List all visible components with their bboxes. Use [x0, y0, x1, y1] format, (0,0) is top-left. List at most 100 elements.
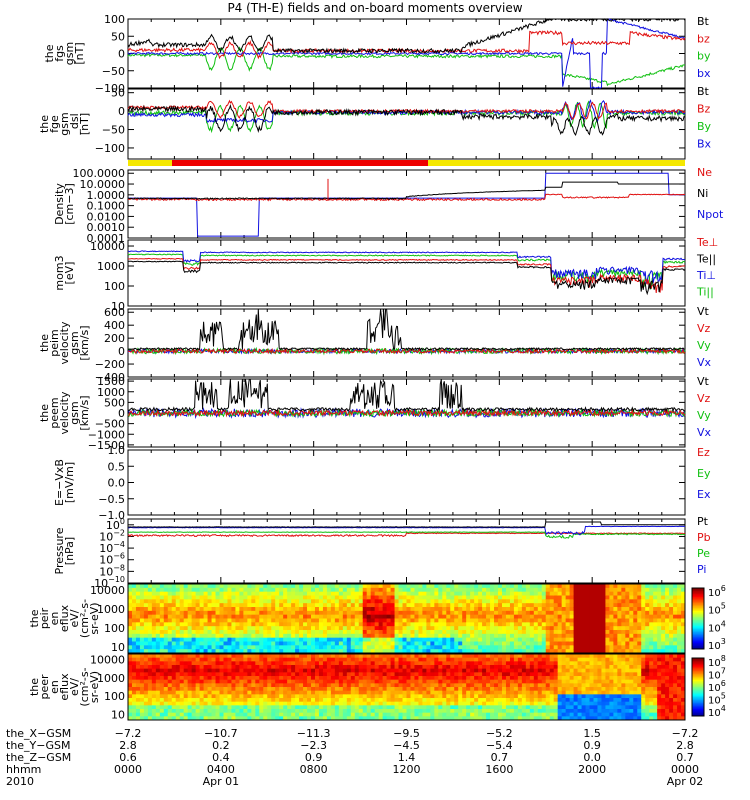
spectrogram-cell	[183, 694, 189, 699]
spectrogram-cell	[159, 694, 165, 699]
spectrogram-cell	[215, 622, 221, 627]
spectrogram-cell	[326, 709, 332, 714]
spectrogram-cell	[382, 701, 388, 706]
spectrogram-cell	[318, 694, 324, 699]
spectrogram-cell	[458, 603, 463, 608]
spectrogram-cell	[279, 716, 284, 721]
spectrogram-cell	[637, 618, 642, 623]
spectrogram-cell	[219, 676, 224, 681]
spectrogram-cell	[350, 645, 356, 650]
spectrogram-cell	[382, 645, 388, 650]
spectrogram-cell	[299, 595, 304, 600]
spectrogram-cell	[235, 687, 240, 692]
spectrogram-cell	[470, 584, 475, 589]
spectrogram-cell	[505, 603, 511, 608]
colorbar-label: 104	[708, 619, 726, 634]
spectrogram-cell	[418, 622, 423, 627]
spectrogram-cell	[159, 591, 165, 596]
spectrogram-cell	[426, 649, 431, 654]
spectrogram-cell	[159, 676, 165, 681]
spectrogram-cell	[681, 587, 686, 593]
spectrogram-cell	[350, 712, 356, 717]
spectrogram-cell	[569, 607, 575, 612]
spectrogram-cell	[661, 645, 666, 650]
spectrogram-cell	[334, 705, 340, 710]
spectrogram-cell	[187, 694, 193, 699]
spectrogram-cell	[609, 603, 614, 608]
spectrogram-cell	[677, 618, 682, 623]
spectrogram-cell	[446, 641, 451, 646]
spectrogram-cell	[382, 690, 388, 695]
spectrogram-cell	[414, 716, 419, 721]
spectrogram-cell	[597, 603, 602, 608]
spectrogram-cell	[645, 641, 650, 646]
spectrogram-cell	[525, 584, 531, 589]
spectrogram-cell	[470, 694, 475, 699]
spectrogram-cell	[171, 641, 177, 646]
spectrogram-cell	[478, 614, 483, 619]
spectrogram-cell	[191, 690, 197, 695]
spectrogram-cell	[633, 618, 638, 623]
spectrogram-cell	[382, 607, 388, 612]
spectrogram-cell	[434, 698, 439, 703]
spectrogram-cell	[139, 607, 145, 612]
spectrogram-cell	[458, 633, 463, 639]
spectrogram-cell	[657, 595, 662, 600]
spectrogram-cell	[537, 599, 543, 604]
spectrogram-cell	[681, 614, 686, 619]
spectrogram-cell	[633, 603, 638, 608]
spectrogram-cell	[501, 641, 507, 646]
spectrogram-cell	[159, 622, 165, 627]
spectrogram-cell	[374, 626, 380, 631]
spectrogram-cell	[219, 716, 224, 721]
spectrogram-cell	[199, 618, 205, 623]
spectrogram-cell	[259, 705, 264, 710]
spectrogram-cell	[557, 607, 563, 612]
y-tick-label: 0	[118, 105, 125, 118]
spectrogram-cell	[147, 607, 153, 612]
spectrogram-cell	[358, 630, 364, 635]
spectrogram-cell	[314, 676, 320, 681]
spectrogram-cell	[605, 622, 610, 627]
spectrogram-cell	[251, 676, 256, 681]
spectrogram-cell	[390, 676, 396, 681]
spectrogram-cell	[386, 591, 392, 596]
spectrogram-cell	[673, 637, 678, 642]
spectrogram-cell	[458, 630, 463, 635]
spectrogram-cell	[438, 705, 443, 710]
spectrogram-cell	[227, 694, 232, 699]
spectrogram-cell	[235, 694, 240, 699]
spectrogram-cell	[299, 672, 304, 677]
spectrogram-cell	[470, 668, 475, 673]
spectrogram-cell	[410, 607, 415, 612]
spectrogram-cell	[155, 641, 161, 646]
spectrogram-cell	[398, 610, 404, 616]
spectrogram-cell	[275, 603, 280, 608]
spectrogram-cell	[581, 645, 587, 650]
spectrogram-cell	[513, 641, 519, 646]
spectrogram-cell	[219, 649, 224, 654]
spectrogram-cell	[211, 676, 217, 681]
spectrogram-cell	[370, 645, 376, 650]
spectrogram-cell	[458, 618, 463, 623]
spectrogram-cell	[366, 679, 372, 684]
spectrogram-cell	[219, 614, 224, 619]
spectrogram-cell	[147, 679, 153, 684]
spectrogram-cell	[322, 712, 328, 717]
spectrogram-cell	[255, 654, 260, 659]
spectrogram-cell	[470, 591, 475, 596]
spectrogram-cell	[131, 641, 137, 646]
spectrogram-cell	[398, 665, 404, 670]
spectrogram-cell	[402, 630, 407, 635]
spectrogram-cell	[175, 679, 181, 684]
spectrogram-cell	[621, 591, 626, 596]
spectrogram-cell	[597, 633, 602, 639]
spectrogram-cell	[155, 668, 161, 673]
spectrogram-cell	[661, 630, 666, 635]
spectrogram-cell	[513, 637, 519, 642]
spectrogram-cell	[159, 672, 165, 677]
spectrogram-cell	[394, 599, 400, 604]
spectrogram-cell	[247, 661, 252, 666]
y-axis-label: sr-eV)	[88, 671, 101, 703]
spectrogram-cell	[478, 672, 483, 677]
